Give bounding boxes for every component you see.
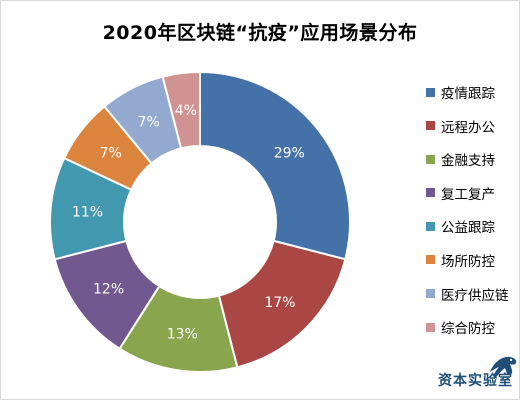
legend-label: 金融支持: [441, 153, 495, 170]
slice-label-5: 11%: [72, 204, 103, 220]
legend-swatch: [426, 322, 435, 332]
slice-label-8: 4%: [175, 103, 197, 119]
legend-label: 综合防控: [441, 321, 495, 338]
legend-item-2: 远程办公: [426, 116, 520, 136]
watermark-text: 资本实验室: [438, 373, 513, 389]
slice-label-3: 13%: [167, 327, 198, 343]
legend-label: 疫情跟踪: [441, 86, 495, 102]
legend-swatch: [426, 255, 435, 265]
legend-label: 公益跟踪: [441, 220, 495, 237]
chart-title: 2020年区块链“抗疫”应用场景分布: [102, 22, 418, 44]
legend-label: 场所防控: [441, 253, 495, 270]
legend-item-4: 复工复产: [426, 183, 520, 203]
panther-logo-icon: [490, 356, 517, 377]
slice-label-7: 7%: [138, 114, 160, 130]
legend-label: 远程办公: [441, 119, 495, 136]
watermark: 资本实验室: [438, 350, 520, 396]
slice-label-4: 12%: [93, 281, 124, 297]
legend-item-8: 综合防控: [426, 317, 520, 337]
donut-slice-1: [199, 70, 351, 261]
donut-slice-8: [161, 70, 201, 150]
slice-label-6: 7%: [100, 146, 122, 162]
slice-label-1: 29%: [274, 146, 305, 162]
legend-label: 医疗供应链: [441, 287, 509, 304]
legend-label: 复工复产: [441, 186, 495, 203]
legend-swatch: [426, 221, 435, 231]
legend-swatch: [426, 289, 435, 299]
slice-label-2: 17%: [264, 295, 295, 311]
legend-item-3: 金融支持: [426, 149, 520, 169]
legend-item-5: 公益跟踪: [426, 216, 520, 236]
legend-swatch: [426, 87, 435, 97]
legend-item-1: 疫情跟踪: [426, 82, 520, 102]
legend-item-6: 场所防控: [426, 250, 520, 270]
legend-item-7: 医疗供应链: [426, 284, 520, 304]
legend-swatch: [426, 188, 435, 198]
legend: 疫情跟踪远程办公金融支持复工复产公益跟踪场所防控医疗供应链综合防控: [426, 82, 520, 351]
legend-swatch: [426, 154, 435, 164]
donut-chart: 29% 17% 13% 12% 11% 7% 7% 4%: [49, 70, 351, 373]
legend-swatch: [426, 121, 435, 131]
